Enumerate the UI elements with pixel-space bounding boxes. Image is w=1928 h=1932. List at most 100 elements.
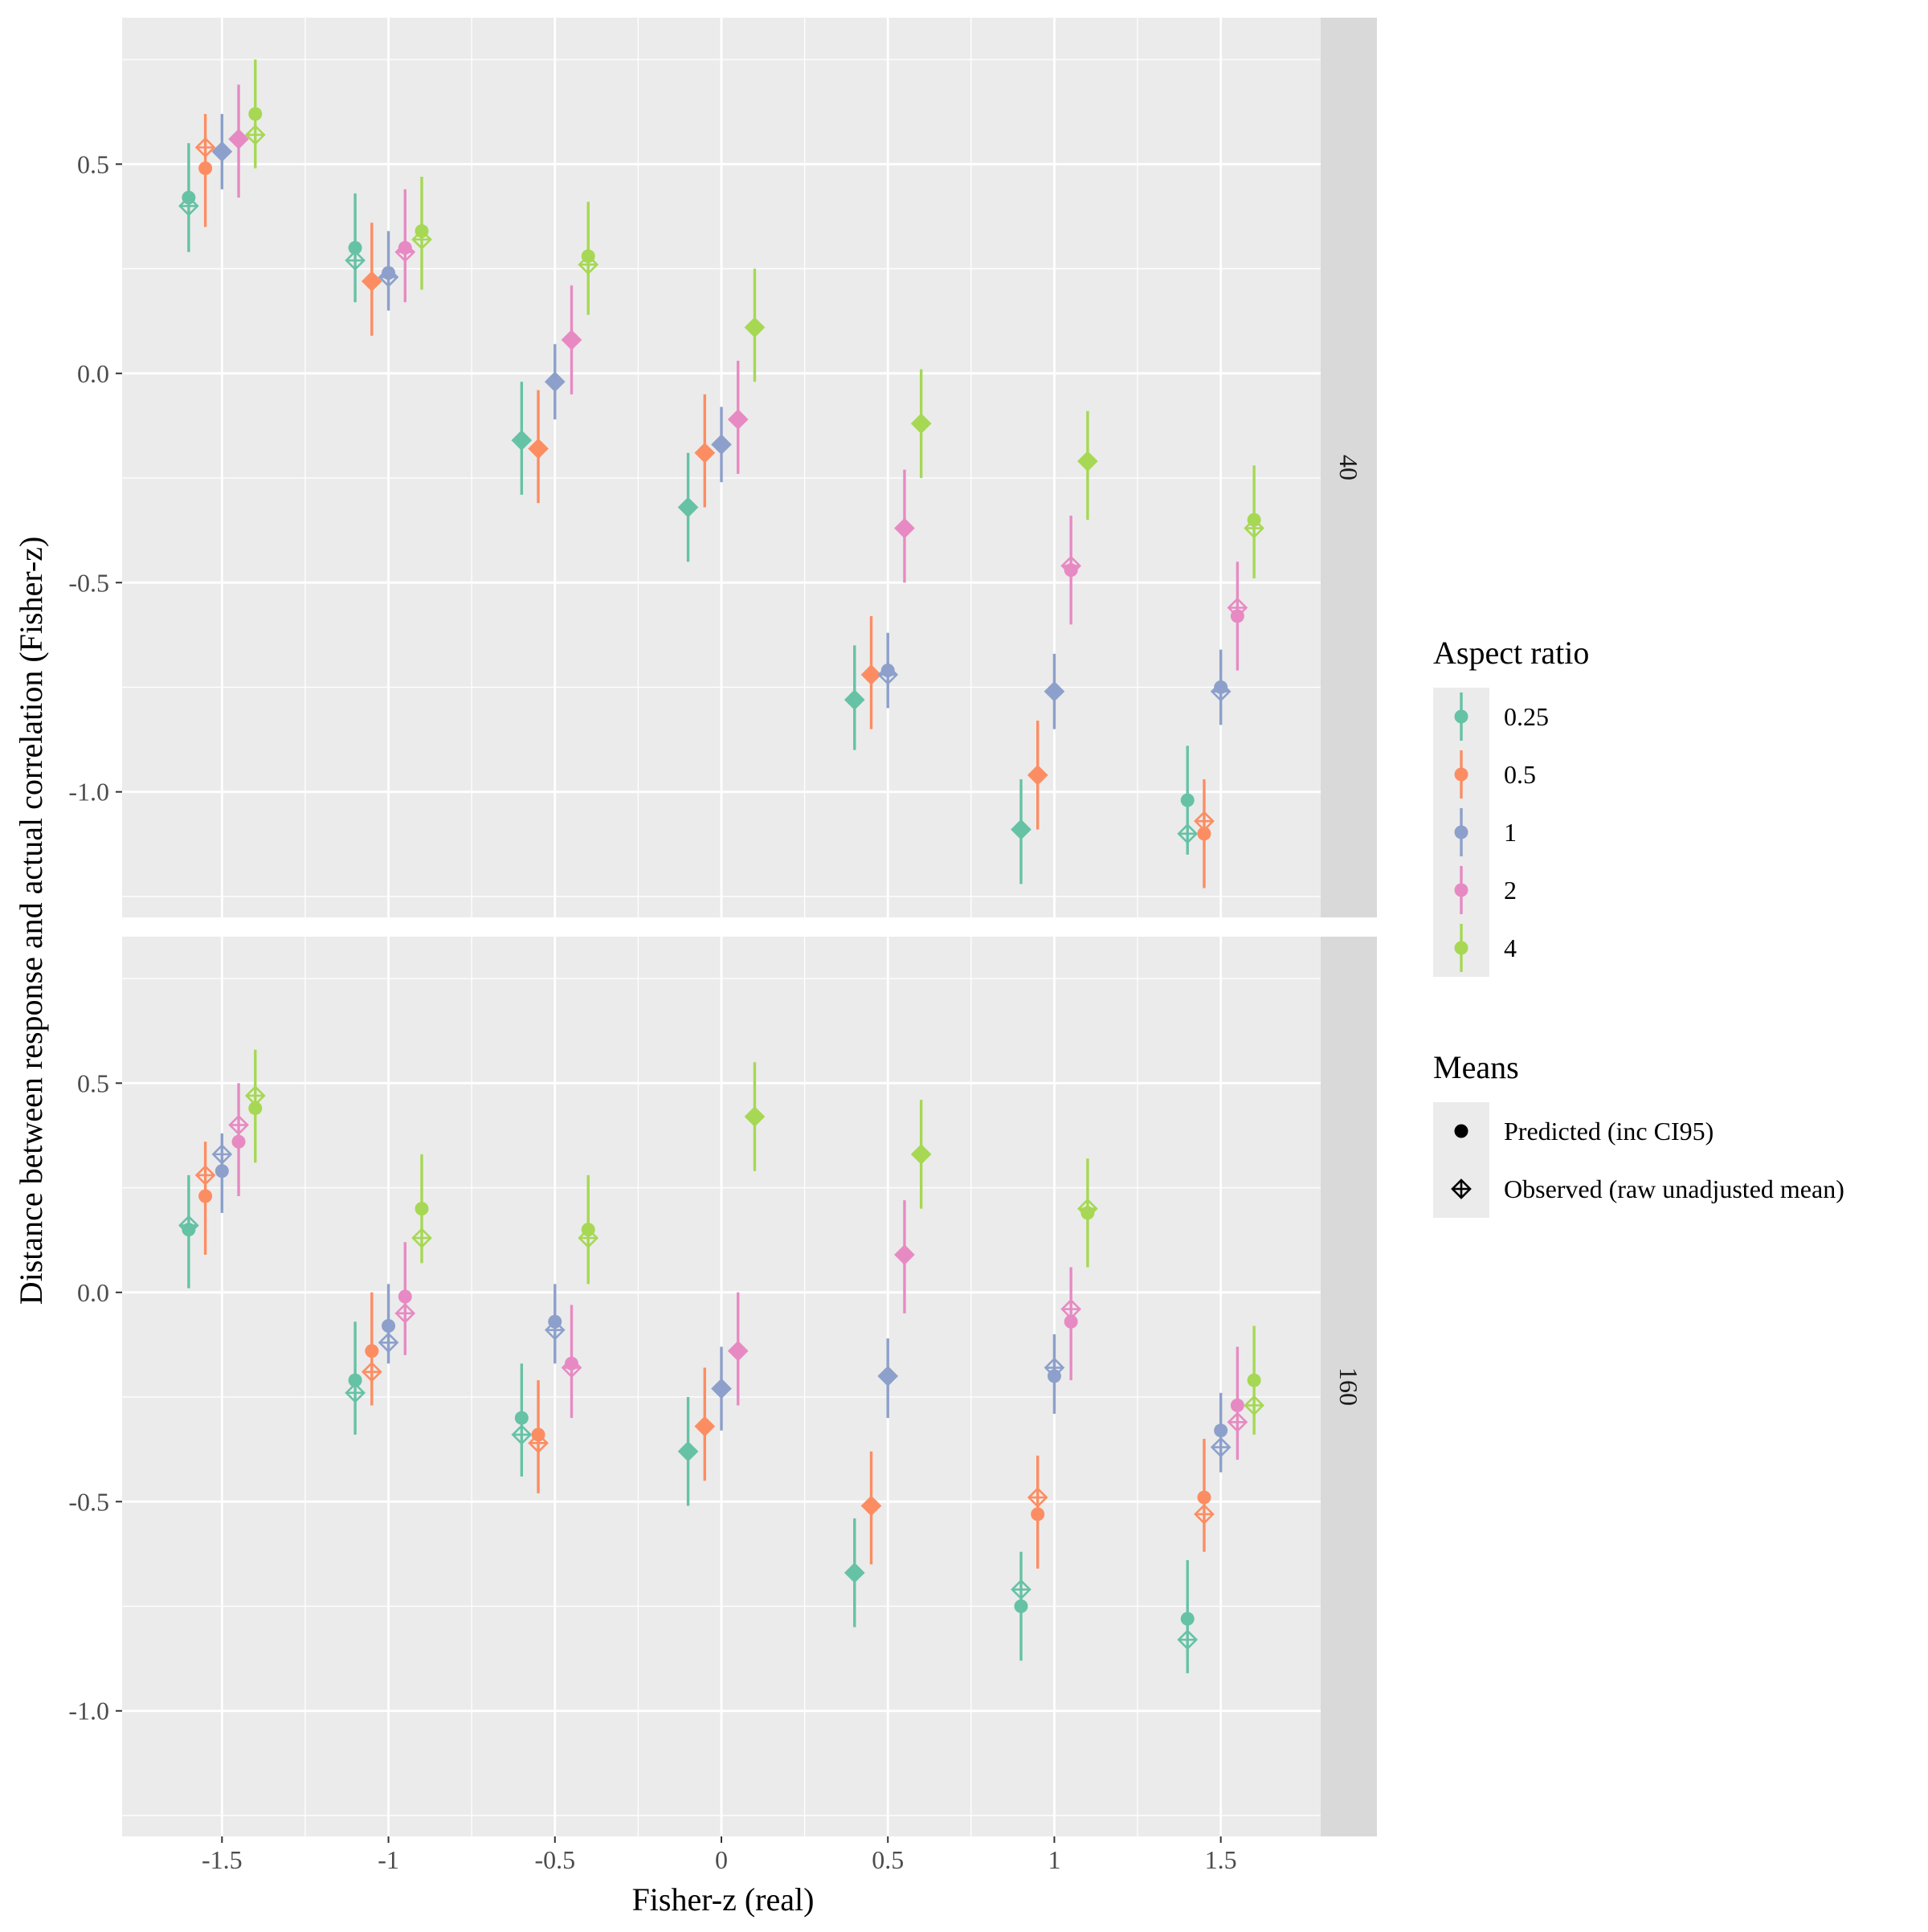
facet-strip-label: 160 (1334, 1367, 1363, 1406)
series-1 (211, 1133, 1232, 1472)
observed-point (727, 1340, 749, 1362)
x-tick-label: -1 (378, 1845, 399, 1874)
observed-point (561, 1357, 582, 1379)
observed-point (860, 664, 882, 685)
observed-point (1244, 517, 1264, 539)
predicted-point (382, 1318, 396, 1333)
observed-point (511, 430, 533, 451)
legend-aspect-label: 2 (1504, 876, 1517, 905)
observed-point (361, 271, 382, 292)
legend-key-point (1454, 709, 1468, 724)
predicted-point (514, 1411, 529, 1425)
observed-point (910, 1144, 932, 1165)
observed-point (544, 1319, 566, 1341)
predicted-point (1197, 1490, 1211, 1505)
observed-point (394, 1303, 416, 1324)
observed-point (511, 1424, 533, 1445)
observed-point (744, 1106, 766, 1127)
observed-point (178, 1215, 199, 1236)
legend-aspect-label: 1 (1504, 818, 1517, 847)
y-tick-label: 0.5 (77, 149, 109, 178)
series-4 (244, 1049, 1264, 1435)
observed-point (1011, 819, 1031, 840)
legend-key-point (1454, 883, 1468, 897)
series-0.5 (194, 1142, 1215, 1569)
observed-point (345, 1382, 366, 1403)
observed-point (528, 1432, 549, 1454)
observed-point (544, 371, 566, 393)
y-tick-label: -1.0 (68, 778, 109, 807)
x-tick-label: -0.5 (534, 1845, 575, 1874)
legend-key-circle (1454, 1124, 1468, 1138)
predicted-point (1214, 1423, 1228, 1438)
observed-point (1060, 555, 1082, 577)
observed-point (228, 129, 249, 149)
observed-point (1194, 811, 1215, 832)
observed-point (1194, 1504, 1215, 1525)
predicted-point (231, 1134, 246, 1149)
observed-point (211, 141, 233, 162)
x-tick-label: 1.5 (1205, 1845, 1237, 1874)
predicted-point (1014, 1599, 1028, 1613)
panel-160: 160 (122, 937, 1377, 1836)
legend-key-diamond-plus (1451, 1178, 1472, 1199)
observed-point (1027, 1487, 1048, 1508)
legend-key-point (1454, 767, 1468, 782)
legend-aspect-label: 4 (1504, 933, 1517, 962)
series-0.5 (194, 113, 1215, 888)
observed-point (894, 1244, 915, 1265)
predicted-point (348, 241, 362, 255)
observed-point (727, 409, 749, 430)
observed-point (1011, 1579, 1031, 1600)
x-tick-label: 1 (1048, 1845, 1060, 1874)
observed-point (1177, 1629, 1199, 1650)
observed-point (860, 1495, 882, 1517)
observed-point (711, 434, 732, 455)
observed-point (378, 1332, 399, 1354)
x-tick-label: -1.5 (202, 1845, 243, 1874)
y-tick-label: -0.5 (68, 1487, 109, 1516)
legend-aspect-label: 0.5 (1504, 760, 1536, 789)
observed-point (677, 1440, 699, 1462)
series-1 (211, 113, 1232, 729)
predicted-point (198, 1189, 213, 1203)
observed-point (394, 241, 416, 263)
series-2 (228, 1083, 1248, 1460)
axes-layer: 0.5 0.0 -0.5 -1.0 0.5 0.0 -0.5 -1.0 -1.5 -1 -0.5 0 0… (68, 149, 1236, 1874)
legend-means-label: Observed (raw unadjusted mean) (1504, 1174, 1844, 1203)
observed-point (228, 1114, 249, 1136)
panel-40: 40 (122, 18, 1377, 917)
legend: Aspect ratio Means 0.25 0.5 1 2 4 Predicted (… (1433, 635, 1844, 1218)
y-tick-label: -1.0 (68, 1697, 109, 1726)
observed-point (244, 1085, 266, 1106)
observed-point (694, 1415, 716, 1437)
predicted-point (365, 1344, 379, 1358)
observed-point (1027, 765, 1048, 786)
observed-point (877, 1366, 899, 1387)
predicted-point (1247, 1373, 1261, 1387)
observed-point (211, 1144, 233, 1165)
observed-point (711, 1378, 732, 1399)
observed-point (894, 517, 915, 539)
observed-point (411, 229, 432, 250)
observed-point (194, 1165, 216, 1186)
facet-strip-label: 40 (1334, 455, 1363, 480)
observed-point (178, 195, 199, 217)
observed-point (1244, 1395, 1264, 1416)
observed-point (910, 413, 932, 435)
legend-means-label: Predicted (inc CI95) (1504, 1117, 1714, 1146)
y-tick-label: 0.0 (77, 1278, 109, 1307)
observed-point (411, 1227, 432, 1248)
facet-strip (1321, 937, 1377, 1836)
observed-point (1044, 680, 1065, 702)
observed-point (844, 1562, 865, 1583)
facet-strip (1321, 18, 1377, 917)
observed-point (528, 438, 549, 460)
x-axis-title: Fisher-z (real) (632, 1881, 815, 1918)
x-tick-label: 0.5 (872, 1845, 904, 1874)
observed-point (1227, 1411, 1248, 1433)
series-2 (228, 84, 1248, 671)
predicted-point (198, 161, 213, 176)
legend-key-point (1454, 825, 1468, 839)
